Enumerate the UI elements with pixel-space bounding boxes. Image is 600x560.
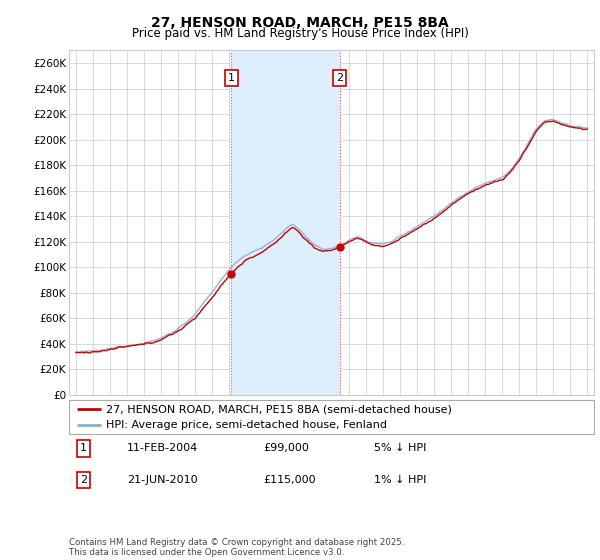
Text: £99,000: £99,000: [263, 444, 309, 454]
Text: HPI: Average price, semi-detached house, Fenland: HPI: Average price, semi-detached house,…: [106, 420, 387, 430]
Text: 21-JUN-2010: 21-JUN-2010: [127, 475, 197, 485]
Text: 1: 1: [228, 73, 235, 83]
Text: 5% ↓ HPI: 5% ↓ HPI: [373, 444, 426, 454]
Text: 11-FEB-2004: 11-FEB-2004: [127, 444, 198, 454]
Text: 1% ↓ HPI: 1% ↓ HPI: [373, 475, 426, 485]
Text: 2: 2: [336, 73, 343, 83]
Text: Price paid vs. HM Land Registry's House Price Index (HPI): Price paid vs. HM Land Registry's House …: [131, 27, 469, 40]
Text: 27, HENSON ROAD, MARCH, PE15 8BA (semi-detached house): 27, HENSON ROAD, MARCH, PE15 8BA (semi-d…: [106, 404, 452, 414]
Bar: [231, 50, 340, 395]
Text: Contains HM Land Registry data © Crown copyright and database right 2025.
This d: Contains HM Land Registry data © Crown c…: [69, 538, 404, 557]
Text: £115,000: £115,000: [263, 475, 316, 485]
Text: 27, HENSON ROAD, MARCH, PE15 8BA: 27, HENSON ROAD, MARCH, PE15 8BA: [151, 16, 449, 30]
Text: 2: 2: [80, 475, 87, 485]
Text: 1: 1: [80, 444, 87, 454]
FancyBboxPatch shape: [69, 400, 594, 434]
